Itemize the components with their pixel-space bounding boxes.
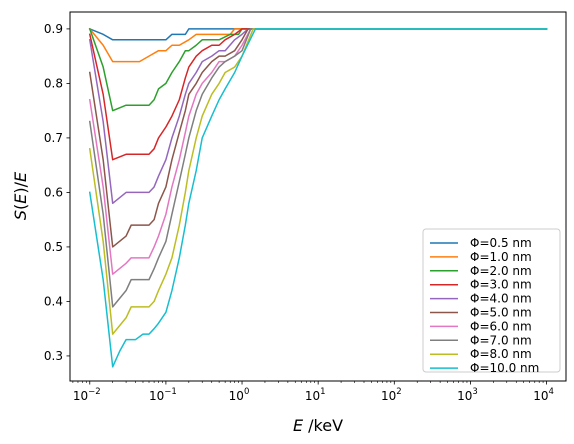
y-tick-label: 0.6 (44, 185, 63, 199)
series-line-8 (88, 28, 548, 308)
legend-label-5: Φ=4.0 nm (470, 292, 532, 306)
legend-label-7: Φ=6.0 nm (470, 319, 532, 333)
y-axis-ticks: 0.3 0.4 0.5 0.6 0.7 0.8 0.9 (44, 22, 70, 363)
series-line-2 (88, 27, 548, 63)
series-line-4 (88, 28, 548, 161)
x-axis-label: E /keV (293, 416, 343, 435)
series-line-6 (88, 28, 548, 248)
x-axis-ticks: 10−2 10−1 100 101 102 103 104 (72, 381, 554, 403)
legend-label-10: Φ=10.0 nm (470, 361, 539, 375)
y-tick-label: 0.5 (44, 240, 63, 254)
y-tick-label: 0.4 (44, 294, 63, 308)
series-line-1 (88, 27, 548, 41)
series-layer (88, 27, 548, 368)
x-tick-label: 100 (229, 387, 250, 403)
y-tick-label: 0.3 (44, 349, 63, 363)
x-tick-label: 104 (533, 387, 554, 403)
legend-label-6: Φ=5.0 nm (470, 306, 532, 320)
x-tick-label: 10−2 (73, 387, 101, 403)
legend-label-3: Φ=2.0 nm (470, 264, 532, 278)
legend-box (422, 228, 561, 373)
y-tick-label: 0.8 (44, 76, 63, 90)
series-line-10 (88, 28, 548, 368)
legend-label-2: Φ=1.0 nm (470, 250, 532, 264)
x-tick-label: 103 (457, 387, 478, 403)
y-tick-label: 0.9 (44, 22, 63, 36)
series-line-5 (88, 28, 548, 205)
legend-label-9: Φ=8.0 nm (470, 347, 532, 361)
legend: Φ=0.5 nmΦ=1.0 nmΦ=2.0 nmΦ=3.0 nmΦ=4.0 nm… (422, 228, 561, 375)
x-tick-label: 101 (305, 387, 326, 403)
legend-items: Φ=0.5 nmΦ=1.0 nmΦ=2.0 nmΦ=3.0 nmΦ=4.0 nm… (430, 236, 539, 375)
y-axis-label: S(E)/E (11, 171, 30, 220)
legend-label-4: Φ=3.0 nm (470, 278, 532, 292)
legend-label-1: Φ=0.5 nm (470, 236, 532, 250)
x-tick-label: 10−1 (149, 387, 177, 403)
series-line-3 (88, 27, 548, 112)
x-tick-label: 102 (381, 387, 402, 403)
series-line-9 (88, 28, 548, 335)
legend-label-8: Φ=7.0 nm (470, 333, 532, 347)
y-tick-label: 0.7 (44, 131, 63, 145)
